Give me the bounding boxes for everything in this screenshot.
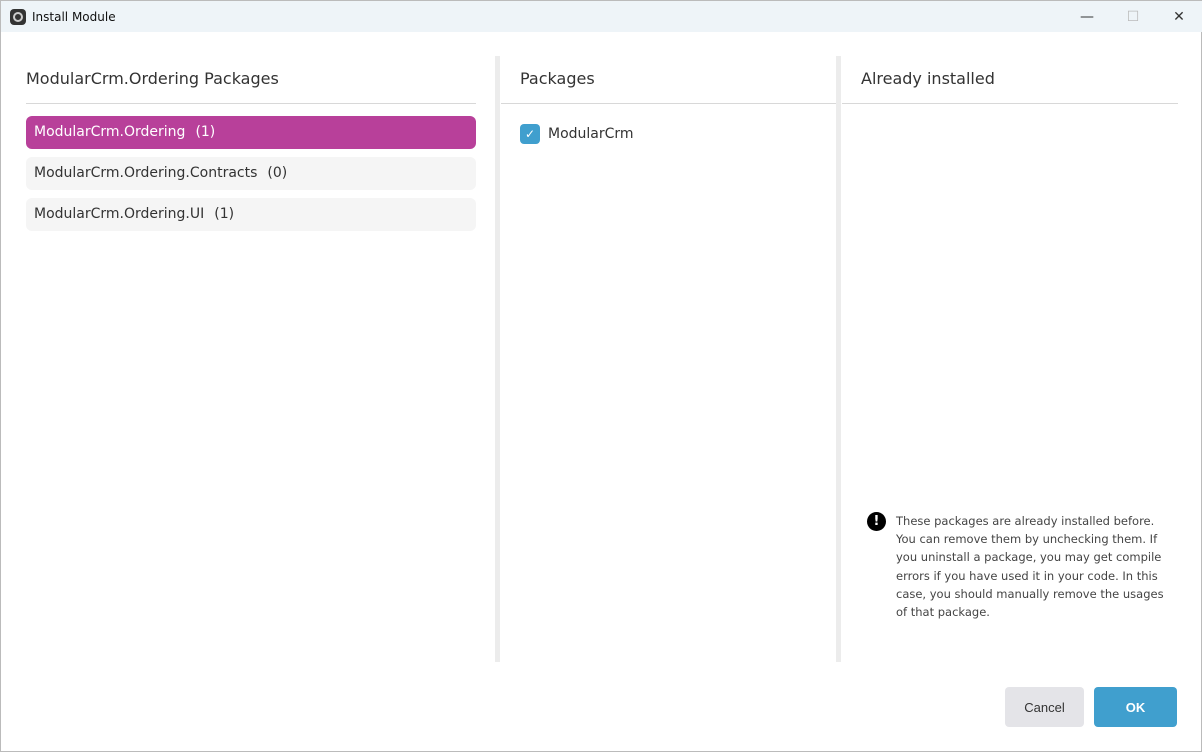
module-item-count: (0)	[267, 165, 288, 181]
module-packages-header: ModularCrm.Ordering Packages	[26, 56, 476, 104]
window-title: Install Module	[32, 9, 116, 24]
module-item-label: ModularCrm.Ordering	[34, 124, 186, 140]
minimize-button[interactable]: —	[1080, 8, 1094, 25]
title-bar: Install Module — ☐ ✕	[1, 1, 1202, 32]
module-item-count: (1)	[195, 124, 216, 140]
module-item[interactable]: ModularCrm.Ordering.Contracts (0)	[26, 157, 476, 190]
note-text: These packages are already installed bef…	[896, 514, 1164, 620]
panel-divider	[495, 56, 500, 662]
checkbox-checked-icon[interactable]: ✓	[520, 124, 540, 144]
packages-header: Packages	[501, 56, 836, 104]
exclamation-circle-icon: !	[867, 512, 886, 531]
module-item[interactable]: ModularCrm.Ordering (1)	[26, 116, 476, 149]
panel-divider	[836, 56, 841, 662]
package-label: ModularCrm	[548, 126, 634, 142]
module-item[interactable]: ModularCrm.Ordering.UI (1)	[26, 198, 476, 231]
module-item-label: ModularCrm.Ordering.UI	[34, 206, 205, 222]
package-item[interactable]: ✓ ModularCrm	[501, 124, 836, 144]
cancel-button[interactable]: Cancel	[1005, 687, 1084, 727]
already-installed-note: ! These packages are already installed b…	[867, 512, 1167, 621]
already-installed-header: Already installed	[842, 56, 1178, 104]
module-item-count: (1)	[214, 206, 235, 222]
already-installed-panel: Already installed	[842, 56, 1178, 104]
packages-panel: Packages ✓ ModularCrm	[501, 56, 836, 144]
app-icon	[10, 8, 26, 25]
ok-button[interactable]: OK	[1094, 687, 1177, 727]
close-button[interactable]: ✕	[1173, 8, 1185, 25]
module-item-label: ModularCrm.Ordering.Contracts	[34, 165, 258, 181]
module-packages-panel: ModularCrm.Ordering Packages ModularCrm.…	[26, 56, 476, 231]
maximize-button[interactable]: ☐	[1126, 8, 1140, 25]
